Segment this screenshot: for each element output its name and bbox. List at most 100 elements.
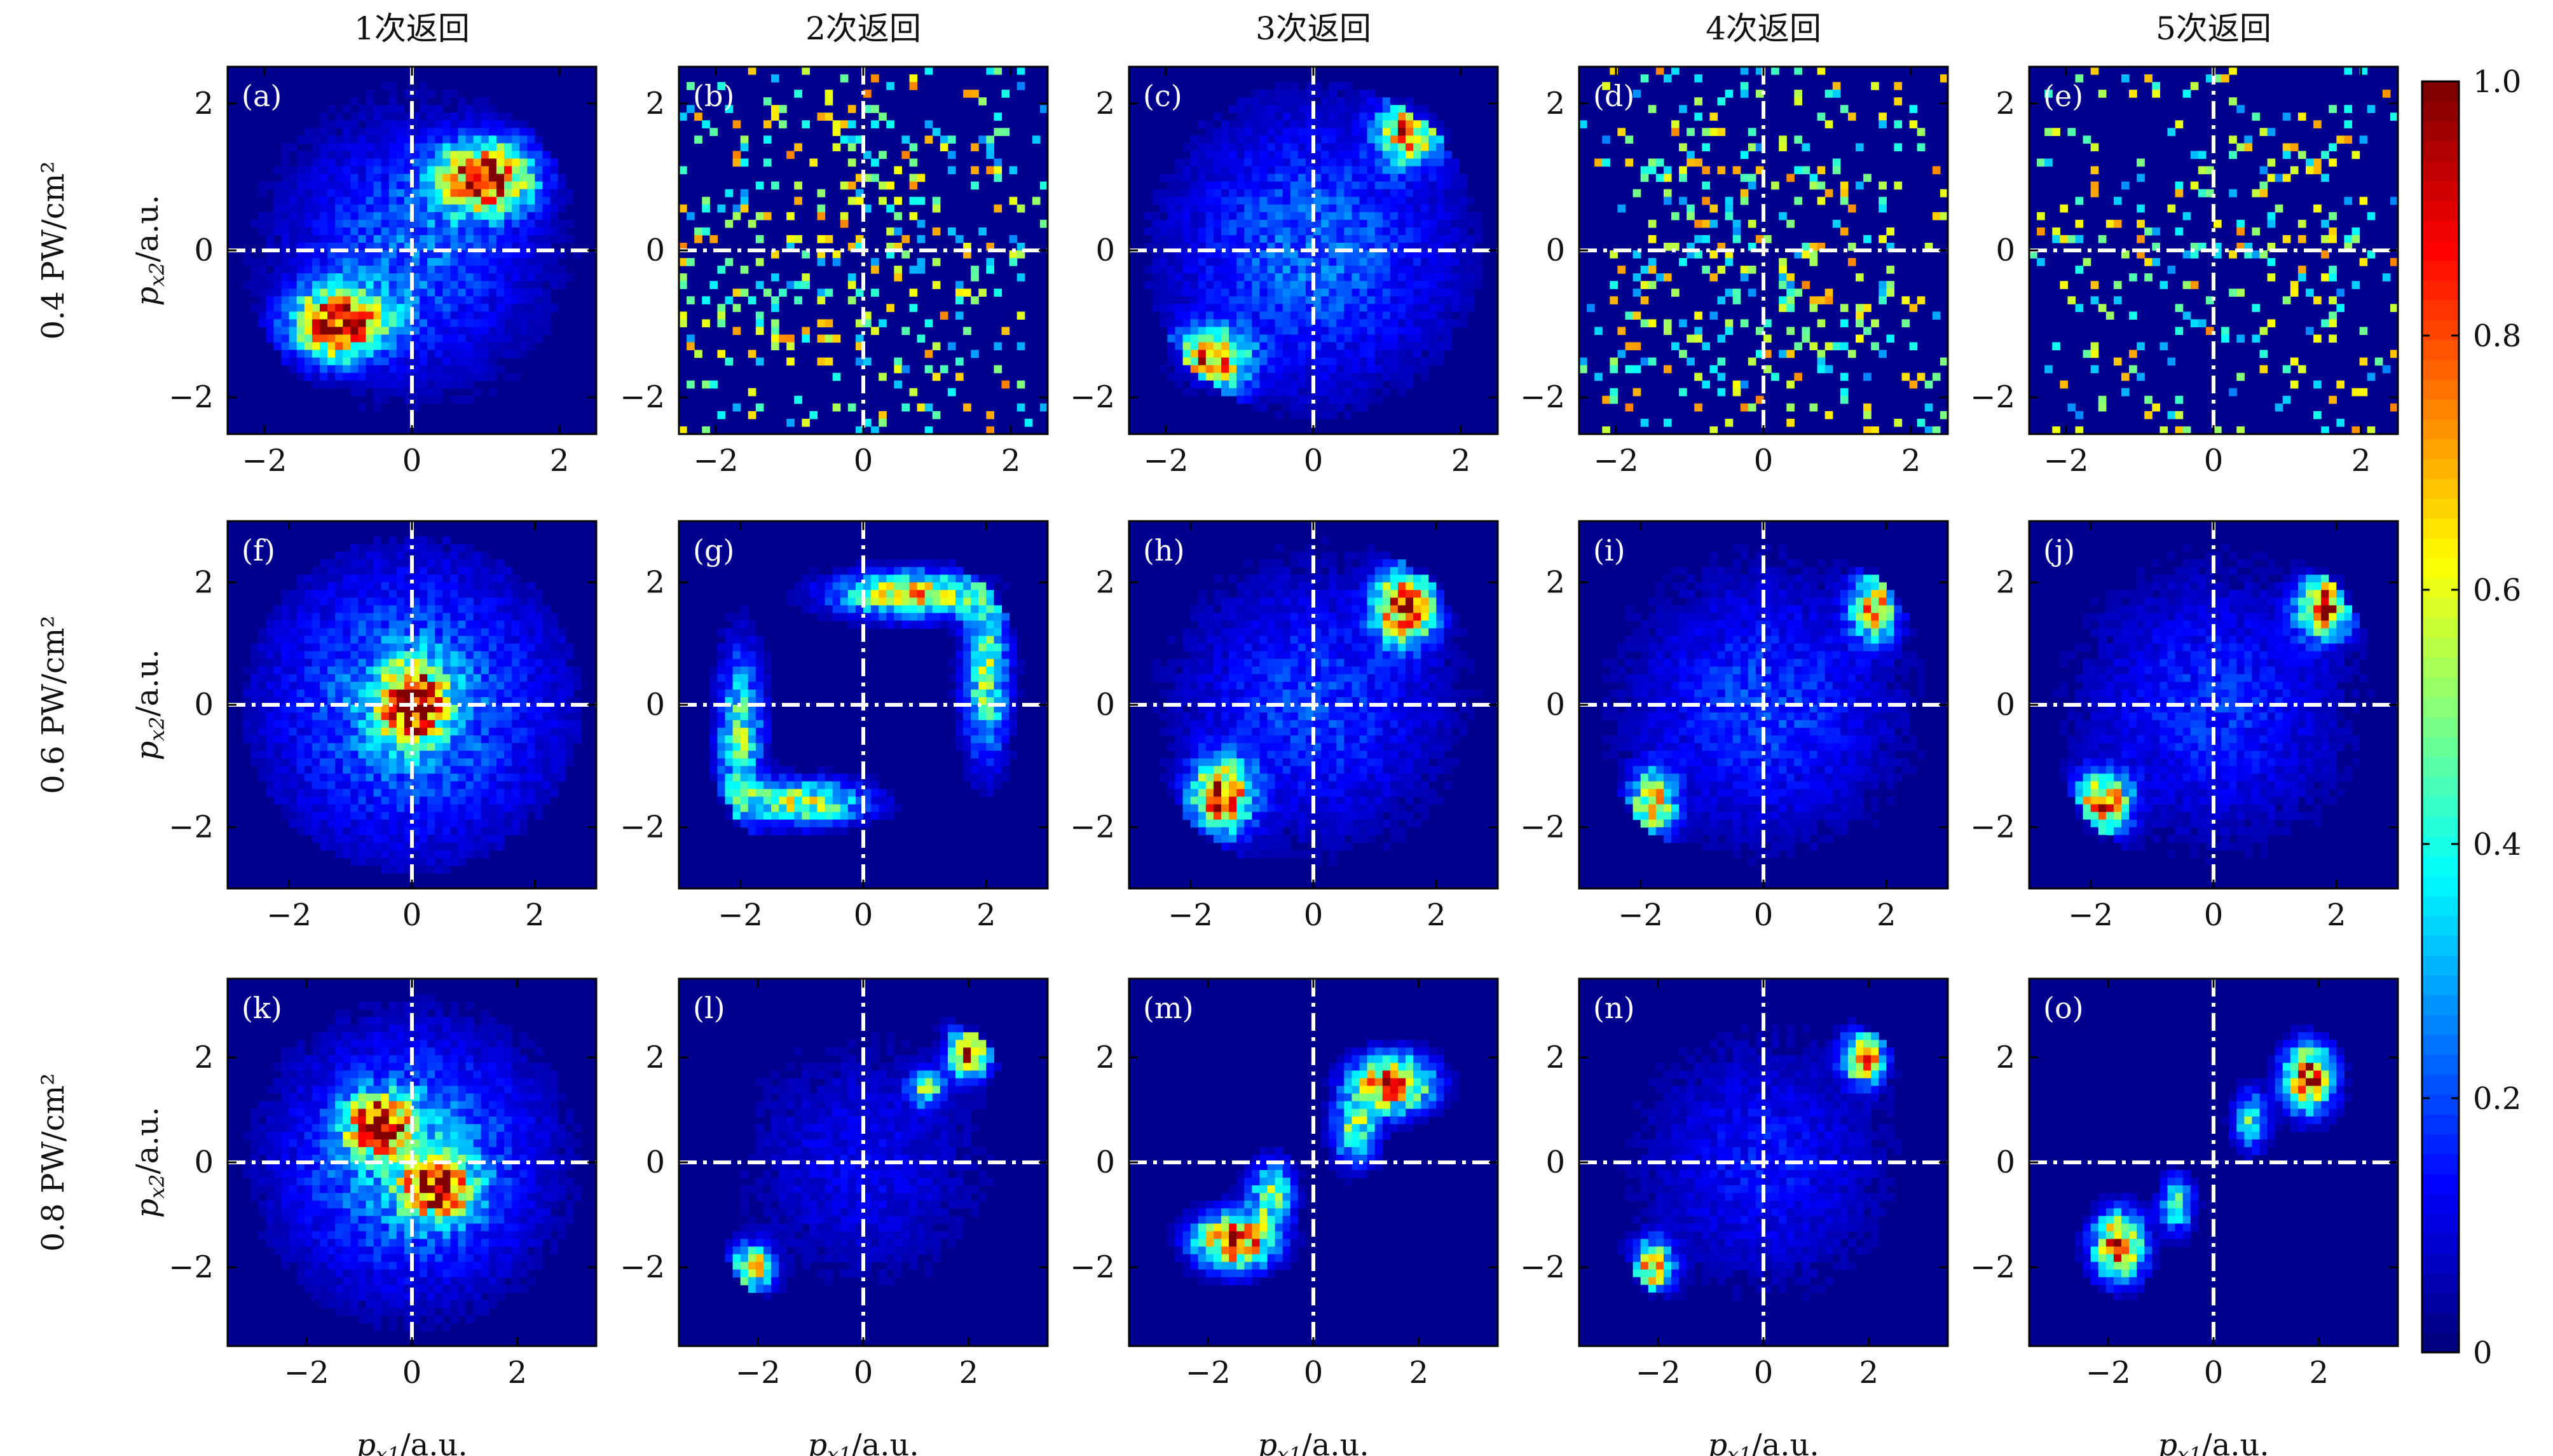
heatmap-cell xyxy=(420,720,428,728)
heatmap-cell xyxy=(1367,281,1376,289)
heatmap-cell xyxy=(1444,219,1453,228)
heatmap-cell xyxy=(2175,411,2184,419)
heatmap-cell xyxy=(1794,342,1803,351)
heatmap-cell xyxy=(1451,289,1460,297)
heatmap-cell xyxy=(1428,357,1437,366)
heatmap-cell xyxy=(535,166,544,175)
heatmap-cell xyxy=(496,128,505,136)
heatmap-cell xyxy=(358,135,367,144)
heatmap-cell xyxy=(266,212,275,221)
heatmap-cell xyxy=(702,196,710,205)
heatmap-cell xyxy=(1259,135,1268,144)
heatmap-cell xyxy=(273,334,282,343)
heatmap-cell xyxy=(458,582,467,590)
heatmap-cell xyxy=(396,143,405,152)
heatmap-cell xyxy=(1794,166,1803,175)
heatmap-cell xyxy=(1367,105,1376,113)
heatmap-cell xyxy=(366,613,374,622)
heatmap-cell xyxy=(1763,319,1772,328)
heatmap-cell xyxy=(1687,128,1695,136)
heatmap-cell xyxy=(373,273,382,282)
heatmap-cell xyxy=(435,143,443,152)
heatmap-cell xyxy=(335,196,343,205)
heatmap-cell xyxy=(1406,204,1414,213)
heatmap-cell xyxy=(1359,266,1368,274)
heatmap-cell xyxy=(381,105,390,113)
heatmap-cell xyxy=(358,380,367,389)
heatmap-cell xyxy=(427,365,435,374)
column-title-1: 1次返回 xyxy=(354,10,470,47)
heatmap-cell xyxy=(381,743,390,751)
heatmap-cell xyxy=(1344,196,1353,205)
heatmap-cell xyxy=(558,204,566,213)
heatmap-cell xyxy=(465,120,474,128)
heatmap-cell xyxy=(381,365,390,374)
heatmap-cell xyxy=(1344,395,1353,404)
heatmap-cell xyxy=(1236,227,1245,236)
heatmap-cell xyxy=(1229,258,1237,266)
heatmap-cell xyxy=(343,296,351,304)
heatmap-cell xyxy=(1182,273,1191,282)
heatmap-cell xyxy=(886,120,894,128)
heatmap-cell xyxy=(427,666,435,675)
heatmap-cell xyxy=(512,327,520,336)
heatmap-cell xyxy=(381,620,390,629)
heatmap-cell xyxy=(450,590,459,599)
heatmap-cell xyxy=(1840,388,1849,397)
heatmap-cell xyxy=(327,204,336,213)
heatmap-cell xyxy=(1190,173,1199,182)
heatmap-cell xyxy=(1374,281,1383,289)
heatmap-cell xyxy=(1352,334,1360,343)
heatmap-cell xyxy=(381,266,390,274)
heatmap-cell xyxy=(1297,411,1306,419)
heatmap-cell xyxy=(558,273,566,282)
heatmap-cell xyxy=(473,559,482,568)
heatmap-cell xyxy=(542,273,551,282)
x-tick-label: 0 xyxy=(1304,443,1324,479)
heatmap-cell xyxy=(1229,128,1237,136)
heatmap-cell xyxy=(458,365,467,374)
heatmap-cell xyxy=(427,658,435,667)
heatmap-cell xyxy=(473,342,482,351)
heatmap-cell xyxy=(1190,227,1199,236)
heatmap-cell xyxy=(1205,281,1214,289)
heatmap-cell xyxy=(350,689,359,698)
heatmap-cell xyxy=(2267,158,2276,167)
heatmap-cell xyxy=(1267,204,1276,213)
heatmap-cell xyxy=(519,128,528,136)
heatmap-cell xyxy=(1275,112,1283,121)
heatmap-cell xyxy=(1175,289,1184,297)
heatmap-cell xyxy=(863,105,872,113)
heatmap-cell xyxy=(1625,365,1634,374)
heatmap-cell xyxy=(450,697,459,705)
heatmap-cell xyxy=(1259,342,1268,351)
heatmap-cell xyxy=(1290,311,1299,320)
heatmap-cell xyxy=(542,327,551,336)
heatmap-cell xyxy=(1167,173,1176,182)
heatmap-cell xyxy=(1421,227,1429,236)
heatmap-cell xyxy=(1625,342,1634,351)
heatmap-cell xyxy=(488,281,497,289)
heatmap-cell xyxy=(512,250,520,259)
heatmap-cell xyxy=(420,327,428,336)
heatmap-cells xyxy=(243,536,582,874)
heatmap-cell xyxy=(1909,105,1918,113)
heatmap-cell xyxy=(1786,403,1795,412)
heatmap-cell xyxy=(442,97,451,105)
heatmap-cell xyxy=(786,357,795,366)
heatmap-cell xyxy=(1794,250,1803,259)
heatmap-cell xyxy=(1190,196,1199,205)
heatmap-cell xyxy=(1359,281,1368,289)
heatmap-cell xyxy=(388,365,397,374)
heatmap-cell xyxy=(358,311,367,320)
heatmap-cell xyxy=(442,196,451,205)
heatmap-cell xyxy=(1297,250,1306,259)
heatmap-cell xyxy=(535,643,544,652)
heatmap-cell xyxy=(763,289,772,297)
heatmap-cell xyxy=(427,204,435,213)
heatmap-cell xyxy=(250,273,259,282)
heatmap-cell xyxy=(496,135,505,144)
heatmap-cell xyxy=(450,311,459,320)
heatmap-cell xyxy=(1221,334,1229,343)
heatmap-cell xyxy=(1336,266,1345,274)
